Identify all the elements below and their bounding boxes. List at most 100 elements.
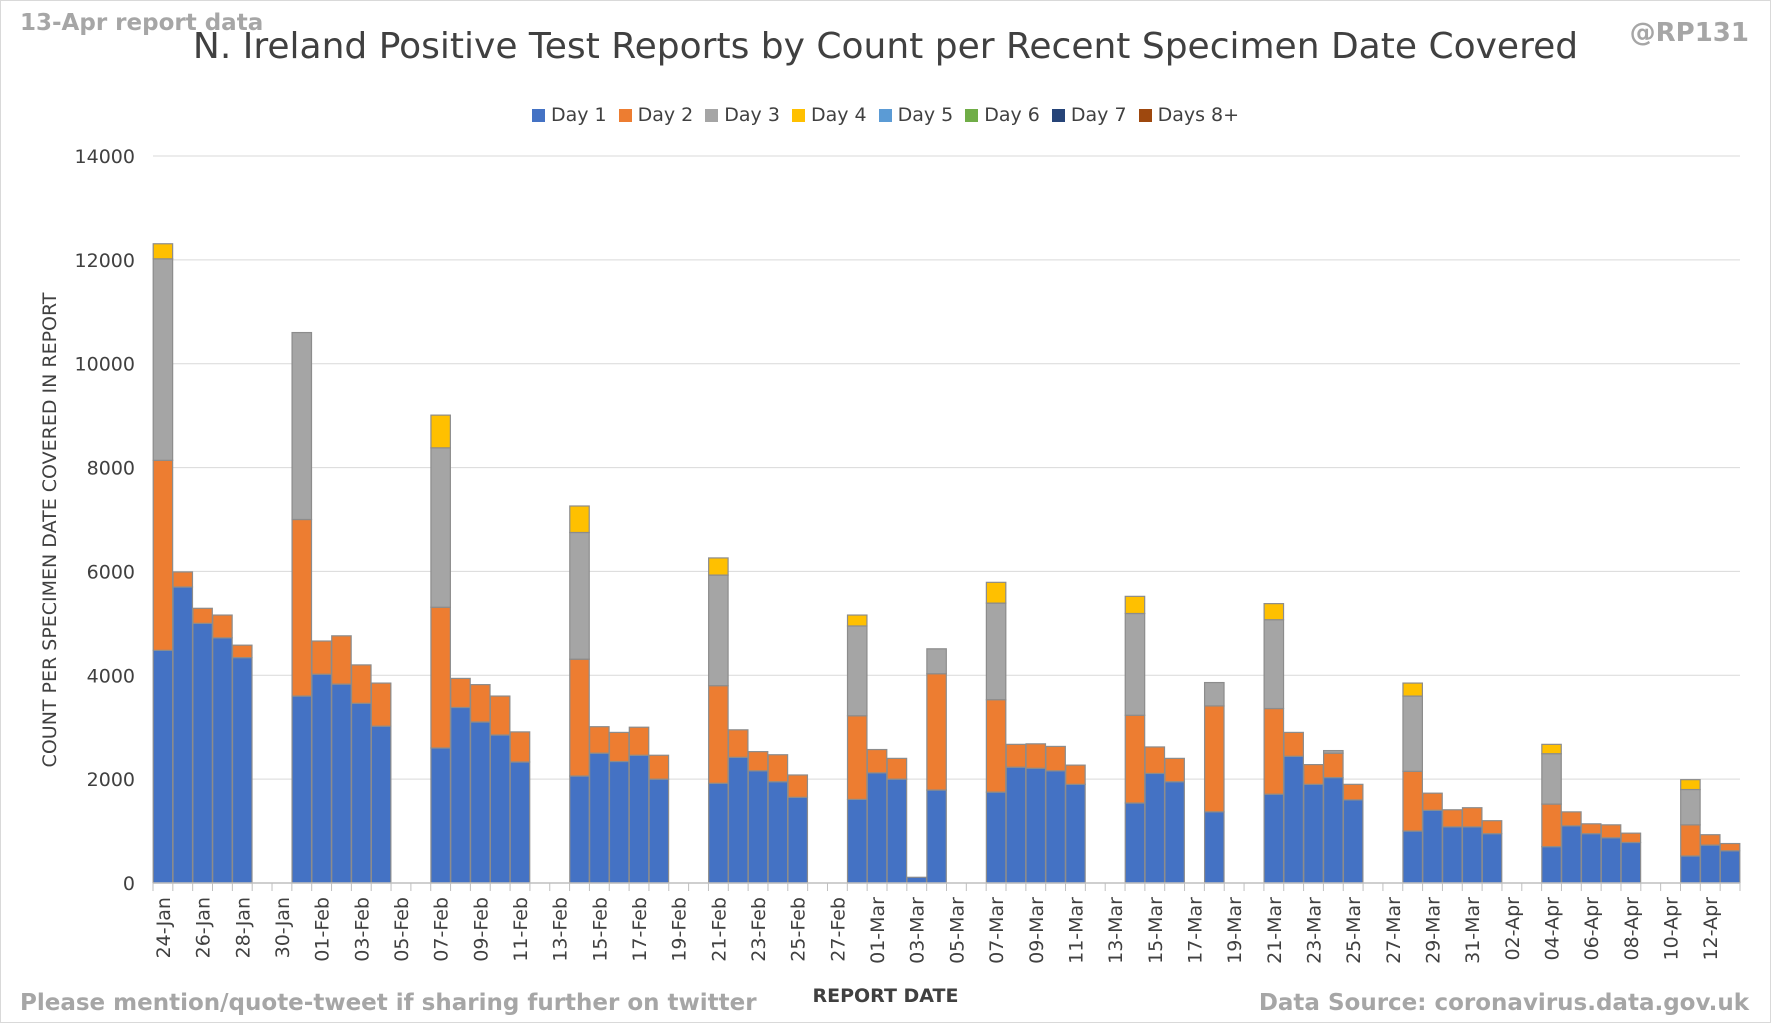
bar-segment-day-2-05-Apr: [1561, 811, 1582, 827]
bar-segment-day-2-24-Mar: [1323, 752, 1344, 779]
x-tick-label: 24-Jan: [153, 897, 175, 958]
bar-segment-day-4-28-Mar: [1402, 682, 1424, 697]
x-tick-label: 09-Mar: [1026, 897, 1048, 964]
x-tick-label: 07-Mar: [986, 897, 1008, 964]
x-tick-label: 01-Feb: [312, 897, 334, 962]
data-source-note: Data Source: coronavirus.data.gov.uk: [1258, 990, 1749, 1016]
bar-segment-day-1-10-Mar: [1045, 770, 1066, 884]
bar-segment-day-4-04-Apr: [1541, 743, 1562, 755]
share-note: Please mention/quote-tweet if sharing fu…: [20, 990, 757, 1016]
bar-segment-day-1-06-Apr: [1580, 833, 1602, 884]
legend-label: Day 7: [1070, 104, 1127, 126]
bar-segment-day-2-28-Jan: [231, 644, 253, 659]
x-tick-label: 08-Apr: [1621, 897, 1643, 961]
bar-segment-day-1-23-Feb: [747, 770, 769, 884]
bar-segment-day-2-31-Mar: [1461, 807, 1483, 828]
bar-segment-day-1-07-Mar: [985, 791, 1007, 884]
bar-segment-day-1-02-Mar: [886, 778, 908, 884]
bar-segment-day-3-04-Apr: [1541, 753, 1562, 805]
x-tick-label: 15-Feb: [589, 897, 611, 962]
bar-segment-day-2-02-Mar: [886, 757, 908, 780]
bar-segment-day-1-09-Feb: [469, 721, 491, 884]
bar-segment-day-3-31-Jan: [291, 331, 313, 521]
legend-label: Day 4: [810, 104, 867, 126]
x-axis: [152, 882, 1741, 891]
bar-segment-day-3-07-Mar: [985, 602, 1007, 701]
x-tick-label: 19-Feb: [669, 897, 691, 962]
x-tick-label: 05-Mar: [946, 897, 968, 964]
bar-segment-day-1-28-Jan: [231, 657, 253, 884]
x-tick-label: 23-Feb: [748, 897, 770, 962]
bar-segment-day-2-28-Feb: [846, 715, 868, 800]
bar-segment-day-1-14-Feb: [569, 775, 590, 884]
bar-segment-day-4-14-Mar: [1124, 595, 1146, 615]
bar-segment-day-1-09-Mar: [1025, 767, 1047, 884]
x-tick-label: 09-Feb: [470, 897, 492, 962]
bar-segment-day-2-03-Feb: [350, 664, 372, 704]
legend-item-day-3: Day 3: [705, 104, 780, 126]
chart-title: N. Ireland Positive Test Reports by Coun…: [192, 26, 1579, 67]
bar-segment-day-2-16-Mar: [1164, 757, 1185, 783]
legend-swatch: [618, 109, 632, 122]
x-tick-label: 21-Mar: [1264, 897, 1286, 964]
author-credit: @RP131: [1629, 18, 1749, 48]
x-tick-label: 03-Mar: [907, 897, 929, 964]
bar-segment-day-1-15-Feb: [589, 752, 610, 884]
bar-segment-day-1-15-Mar: [1144, 772, 1166, 884]
x-tick-label: 12-Apr: [1700, 897, 1722, 961]
bar-segment-day-2-07-Apr: [1600, 824, 1622, 839]
bar-segment-day-2-04-Feb: [370, 682, 392, 727]
bar-segment-day-1-12-Apr: [1699, 844, 1721, 884]
legend-label: Day 1: [550, 104, 607, 126]
bar-segment-day-2-06-Apr: [1580, 823, 1602, 835]
bar-segment-day-1-26-Jan: [192, 622, 213, 884]
bar-segment-day-2-11-Apr: [1680, 824, 1701, 857]
bar-segment-day-1-11-Apr: [1680, 855, 1701, 884]
y-tick-label: 8000: [87, 458, 135, 480]
x-tick-label: 13-Mar: [1105, 897, 1127, 964]
x-tick-label: 05-Feb: [391, 897, 413, 962]
bar-segment-day-1-31-Mar: [1461, 826, 1483, 884]
bars: [152, 243, 1741, 884]
bar-segment-day-3-24-Jan: [152, 258, 174, 461]
y-tick-label: 10000: [75, 354, 135, 376]
x-tick-label: 19-Mar: [1224, 897, 1246, 964]
y-tick-label: 6000: [87, 561, 135, 583]
x-tick-label: 11-Feb: [510, 897, 532, 962]
bar-segment-day-1-30-Mar: [1442, 826, 1463, 884]
x-tick-label: 17-Mar: [1184, 897, 1206, 964]
bar-segment-day-3-21-Mar: [1263, 619, 1285, 710]
legend-swatch: [1138, 109, 1152, 122]
bar-segment-day-1-10-Feb: [489, 734, 511, 884]
bar-segment-day-2-01-Mar: [866, 748, 888, 774]
bar-segment-day-4-21-Feb: [708, 557, 729, 576]
bar-segment-day-1-04-Apr: [1541, 846, 1562, 884]
bar-segment-day-2-04-Apr: [1541, 803, 1562, 848]
bar-segment-day-1-11-Feb: [509, 761, 531, 884]
bar-segment-day-1-28-Feb: [846, 798, 868, 884]
bar-segment-day-2-13-Apr: [1719, 842, 1741, 852]
bar-segment-day-1-11-Mar: [1065, 783, 1086, 884]
x-axis-title: REPORT DATE: [812, 985, 959, 1007]
legend-label: Day 3: [724, 104, 780, 126]
bar-segment-day-2-24-Jan: [152, 459, 174, 651]
x-tick-label: 04-Apr: [1542, 897, 1564, 961]
chart-legend: Day 1 Day 2 Day 3 Day 4 Day 5 Day 6 Day 7 Days …: [0, 104, 1771, 126]
bar-segment-day-1-21-Feb: [708, 782, 729, 884]
bar-segment-day-1-23-Mar: [1303, 783, 1324, 884]
bar-segment-day-3-11-Apr: [1680, 788, 1701, 826]
bar-segment-day-3-24-Mar: [1323, 749, 1344, 754]
legend-item-day-6: Day 6: [965, 104, 1040, 126]
bar-segment-day-2-27-Jan: [212, 614, 233, 639]
bar-segment-day-4-07-Feb: [430, 414, 451, 449]
bar-segment-day-4-21-Mar: [1263, 603, 1285, 621]
bar-segment-day-2-18-Mar: [1203, 705, 1225, 813]
bar-segment-day-2-15-Feb: [589, 726, 610, 754]
bar-segment-day-3-04-Mar: [926, 648, 947, 675]
legend-swatch: [791, 109, 805, 122]
bar-segment-day-2-02-Feb: [331, 635, 352, 685]
legend-swatch: [878, 109, 892, 122]
bar-segment-day-3-18-Mar: [1203, 681, 1225, 707]
bar-segment-day-2-16-Feb: [608, 731, 630, 763]
x-tick-label: 01-Mar: [867, 897, 889, 964]
